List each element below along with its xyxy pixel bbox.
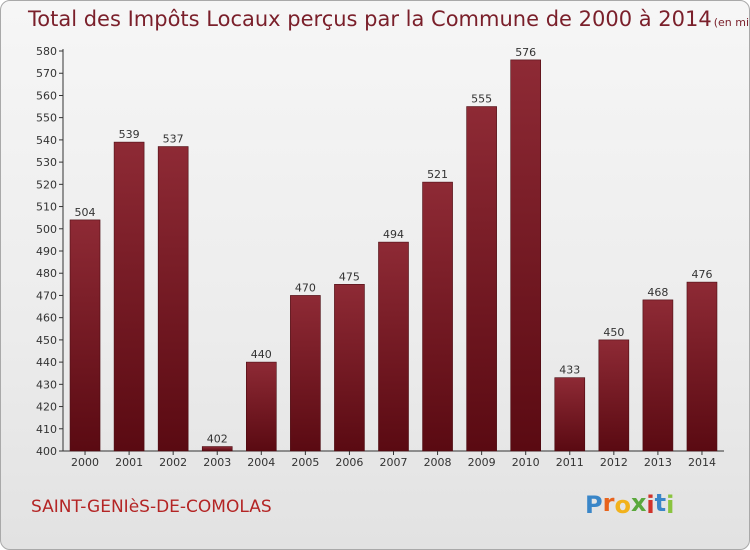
y-tick-label: 530 [36,156,57,169]
logo-letter: x [630,489,647,517]
x-tick-label: 2004 [247,456,275,469]
bar-value-label: 576 [515,46,536,59]
x-tick-label: 2003 [203,456,231,469]
bar [598,339,630,452]
bar [378,241,409,452]
x-tick-label: 2000 [71,456,99,469]
y-tick-label: 480 [36,267,57,280]
logo-letter: i [666,491,675,519]
bar-value-label: 555 [471,93,492,106]
bar-value-label: 450 [603,326,624,339]
bar-value-label: 504 [75,206,96,219]
chart-title-block: Total des Impôts Locaux perçus par la Co… [28,7,750,31]
chart-title: Total des Impôts Locaux perçus par la Co… [28,7,712,31]
bar-value-label: 440 [251,348,272,361]
x-tick-label: 2014 [688,456,716,469]
commune-name: SAINT-GENIèS-DE-COMOLAS [31,497,272,517]
bar [422,181,453,452]
y-tick-label: 520 [36,178,57,191]
y-tick-label: 580 [36,45,57,58]
y-tick-label: 470 [36,289,57,302]
bar [642,299,674,452]
bar-value-label: 494 [383,228,404,241]
y-tick-label: 420 [36,401,57,414]
y-tick-label: 440 [36,356,57,369]
bar [290,295,321,452]
logo-letter: o [614,491,631,519]
logo-letter: r [602,489,615,517]
bar [113,141,145,452]
y-tick-label: 410 [36,423,57,436]
x-tick-label: 2008 [424,456,452,469]
bar-value-label: 537 [163,133,184,146]
y-tick-label: 430 [36,378,57,391]
x-tick-label: 2007 [380,456,408,469]
x-tick-label: 2006 [335,456,363,469]
y-tick-label: 400 [36,445,57,458]
bar [686,281,718,452]
bar [201,446,233,452]
logo-letter: t [654,489,667,517]
x-tick-label: 2001 [115,456,143,469]
y-tick-label: 450 [36,334,57,347]
x-tick-label: 2012 [600,456,628,469]
x-tick-label: 2002 [159,456,187,469]
bar [69,219,101,452]
bar-value-label: 433 [559,364,580,377]
proxiti-logo: Proxiti [585,489,675,519]
chart-subtitle: (en milliers d'€) [713,16,750,29]
y-tick-label: 500 [36,223,57,236]
x-tick-label: 2013 [644,456,672,469]
x-tick-label: 2011 [556,456,584,469]
y-tick-label: 570 [36,67,57,80]
y-tick-label: 550 [36,112,57,125]
bar [554,377,586,452]
bar-value-label: 476 [691,268,712,281]
logo-letter: i [646,491,655,519]
logo-letter: P [585,491,603,519]
bar [246,361,277,452]
y-tick-label: 560 [36,89,57,102]
bar [334,284,365,452]
bar-value-label: 475 [339,270,360,283]
x-tick-label: 2010 [512,456,540,469]
x-tick-label: 2005 [291,456,319,469]
bar [157,146,189,452]
y-tick-label: 510 [36,201,57,214]
bar [466,106,497,452]
bar [510,59,542,452]
x-tick-label: 2009 [468,456,496,469]
bar-value-label: 468 [647,286,668,299]
y-tick-label: 460 [36,312,57,325]
bar-value-label: 521 [427,168,448,181]
y-tick-label: 540 [36,134,57,147]
bar-value-label: 539 [119,128,140,141]
y-tick-label: 490 [36,245,57,258]
bar-value-label: 470 [295,281,316,294]
bar-value-label: 402 [207,433,228,446]
